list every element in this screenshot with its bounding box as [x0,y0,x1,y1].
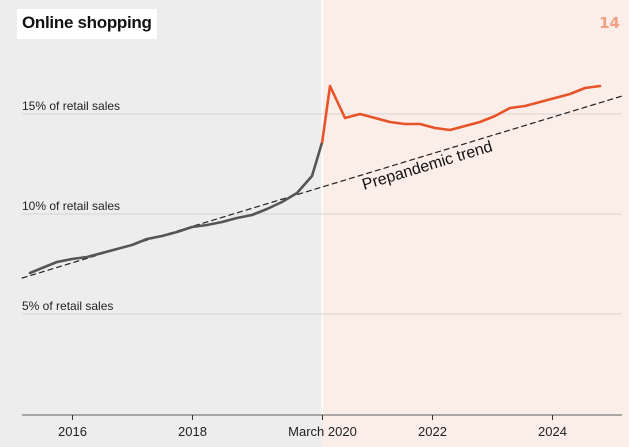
page-number: 14 [599,14,620,32]
pandemic-series-line [320,84,602,144]
prepandemic-series-line [28,140,324,275]
series-lines [21,84,623,279]
x-tick-label: 2024 [538,424,567,439]
x-axis-ticks: 2016 2018 March 2020 2022 2024 [58,415,567,439]
x-tick-label: 2018 [178,424,207,439]
prepandemic-background [0,0,322,447]
gridlines [22,113,622,315]
y-axis-labels: 15% of retail sales 10% of retail sales 5%… [22,99,120,313]
x-tick-label: 2016 [58,424,87,439]
chart-title: Online shopping [17,9,157,39]
y-tick-label: 15% of retail sales [22,99,120,113]
y-tick-label: 10% of retail sales [22,199,120,213]
y-tick-label: 5% of retail sales [22,299,113,313]
x-tick-label: 2022 [418,424,447,439]
pandemic-background [322,0,629,447]
x-tick-label: March 2020 [288,424,357,439]
